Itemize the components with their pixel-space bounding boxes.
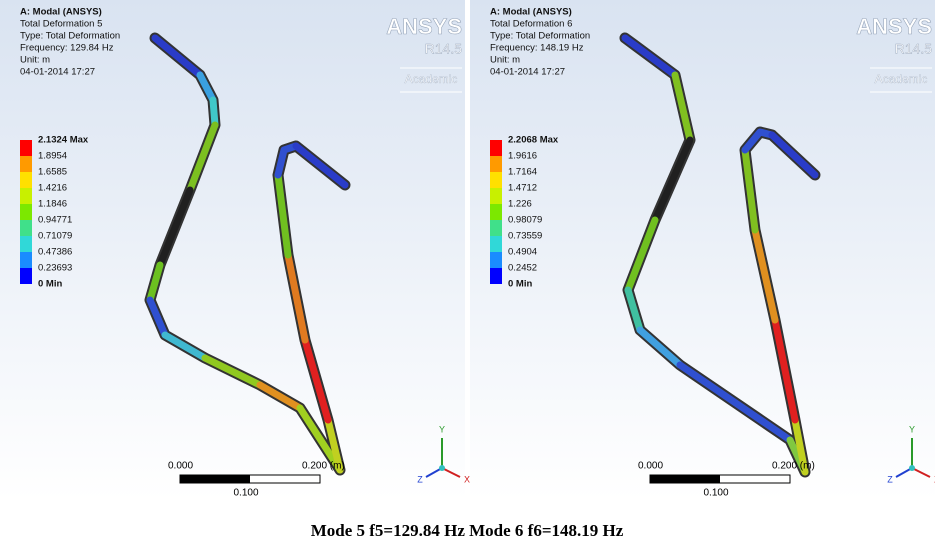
legend-swatch <box>20 188 32 204</box>
scale-mid: 0.100 <box>703 488 728 499</box>
axis-label-z: Z <box>417 474 423 484</box>
legend-swatch <box>20 156 32 172</box>
header-line: Total Deformation 5 <box>20 19 102 30</box>
scale-start: 0.000 <box>168 461 193 472</box>
legend-swatch <box>20 220 32 236</box>
legend-swatch <box>20 204 32 220</box>
version: R14.5 <box>425 41 463 57</box>
caption: Mode 5 f5=129.84 Hz Mode 6 f6=148.19 Hz <box>311 521 624 540</box>
legend-swatch <box>490 156 502 172</box>
axis-origin <box>909 465 915 471</box>
legend-label: 0.4904 <box>508 247 537 258</box>
legend-label: 1.1846 <box>38 199 67 210</box>
model-segment <box>213 100 215 125</box>
header-line: A: Modal (ANSYS) <box>20 7 102 18</box>
legend-label: 2.1324 Max <box>38 135 89 146</box>
legend-label: 0.23693 <box>38 263 72 274</box>
axis-label-z: Z <box>887 474 893 484</box>
version: R14.5 <box>895 41 933 57</box>
header-line: A: Modal (ANSYS) <box>490 7 572 18</box>
legend-label: 1.8954 <box>38 151 67 162</box>
header-line: Frequency: 129.84 Hz <box>20 43 114 54</box>
legend-swatch <box>490 252 502 268</box>
header-line: Unit: m <box>490 55 520 66</box>
legend-swatch <box>20 172 32 188</box>
legend-label: 0.98079 <box>508 215 542 226</box>
edition: Academic <box>405 72 458 86</box>
legend-swatch <box>490 268 502 284</box>
legend-label: 0.2452 <box>508 263 537 274</box>
edition: Academic <box>875 72 928 86</box>
legend-swatch <box>490 188 502 204</box>
header-line: Type: Total Deformation <box>20 31 120 42</box>
scale-bar-fill <box>650 475 720 483</box>
legend-swatch <box>490 236 502 252</box>
legend-swatch <box>490 220 502 236</box>
header-line: Unit: m <box>20 55 50 66</box>
viewport: A: Modal (ANSYS)Total Deformation 5Type:… <box>0 0 470 500</box>
legend-label: 0 Min <box>508 279 532 290</box>
legend-label: 1.6585 <box>38 167 67 178</box>
header-line: Frequency: 148.19 Hz <box>490 43 584 54</box>
panels: A: Modal (ANSYS)Total Deformation 5Type:… <box>0 0 935 500</box>
legend-swatch <box>20 252 32 268</box>
header-line: 04-01-2014 17:27 <box>20 67 95 78</box>
scale-end: 0.200 (m) <box>772 461 815 472</box>
scale-end: 0.200 (m) <box>302 461 345 472</box>
viewport: A: Modal (ANSYS)Total Deformation 6Type:… <box>470 0 935 500</box>
legend-label: 1.226 <box>508 199 532 210</box>
legend-label: 1.4216 <box>38 183 67 194</box>
axis-label-y: Y <box>909 424 915 434</box>
legend-swatch <box>490 140 502 156</box>
logo: ANSYS <box>856 14 932 39</box>
legend-swatch <box>20 236 32 252</box>
figure: A: Modal (ANSYS)Total Deformation 5Type:… <box>0 0 935 548</box>
header-line: Type: Total Deformation <box>490 31 590 42</box>
legend-label: 0.94771 <box>38 215 72 226</box>
scale-mid: 0.100 <box>233 488 258 499</box>
legend-label: 1.4712 <box>508 183 537 194</box>
legend-swatch <box>490 204 502 220</box>
axis-label-x: X <box>464 474 470 484</box>
legend-swatch <box>490 172 502 188</box>
legend-label: 0.71079 <box>38 231 72 242</box>
legend-label: 1.7164 <box>508 167 537 178</box>
legend-label: 0.47386 <box>38 247 72 258</box>
legend-label: 1.9616 <box>508 151 537 162</box>
header-line: 04-01-2014 17:27 <box>490 67 565 78</box>
logo: ANSYS <box>386 14 462 39</box>
scale-bar-fill <box>180 475 250 483</box>
legend-swatch <box>20 140 32 156</box>
legend-label: 0 Min <box>38 279 62 290</box>
scale-start: 0.000 <box>638 461 663 472</box>
axis-origin <box>439 465 445 471</box>
legend-swatch <box>20 268 32 284</box>
header-line: Total Deformation 6 <box>490 19 572 30</box>
axis-label-y: Y <box>439 424 445 434</box>
legend-label: 0.73559 <box>508 231 542 242</box>
legend-label: 2.2068 Max <box>508 135 559 146</box>
